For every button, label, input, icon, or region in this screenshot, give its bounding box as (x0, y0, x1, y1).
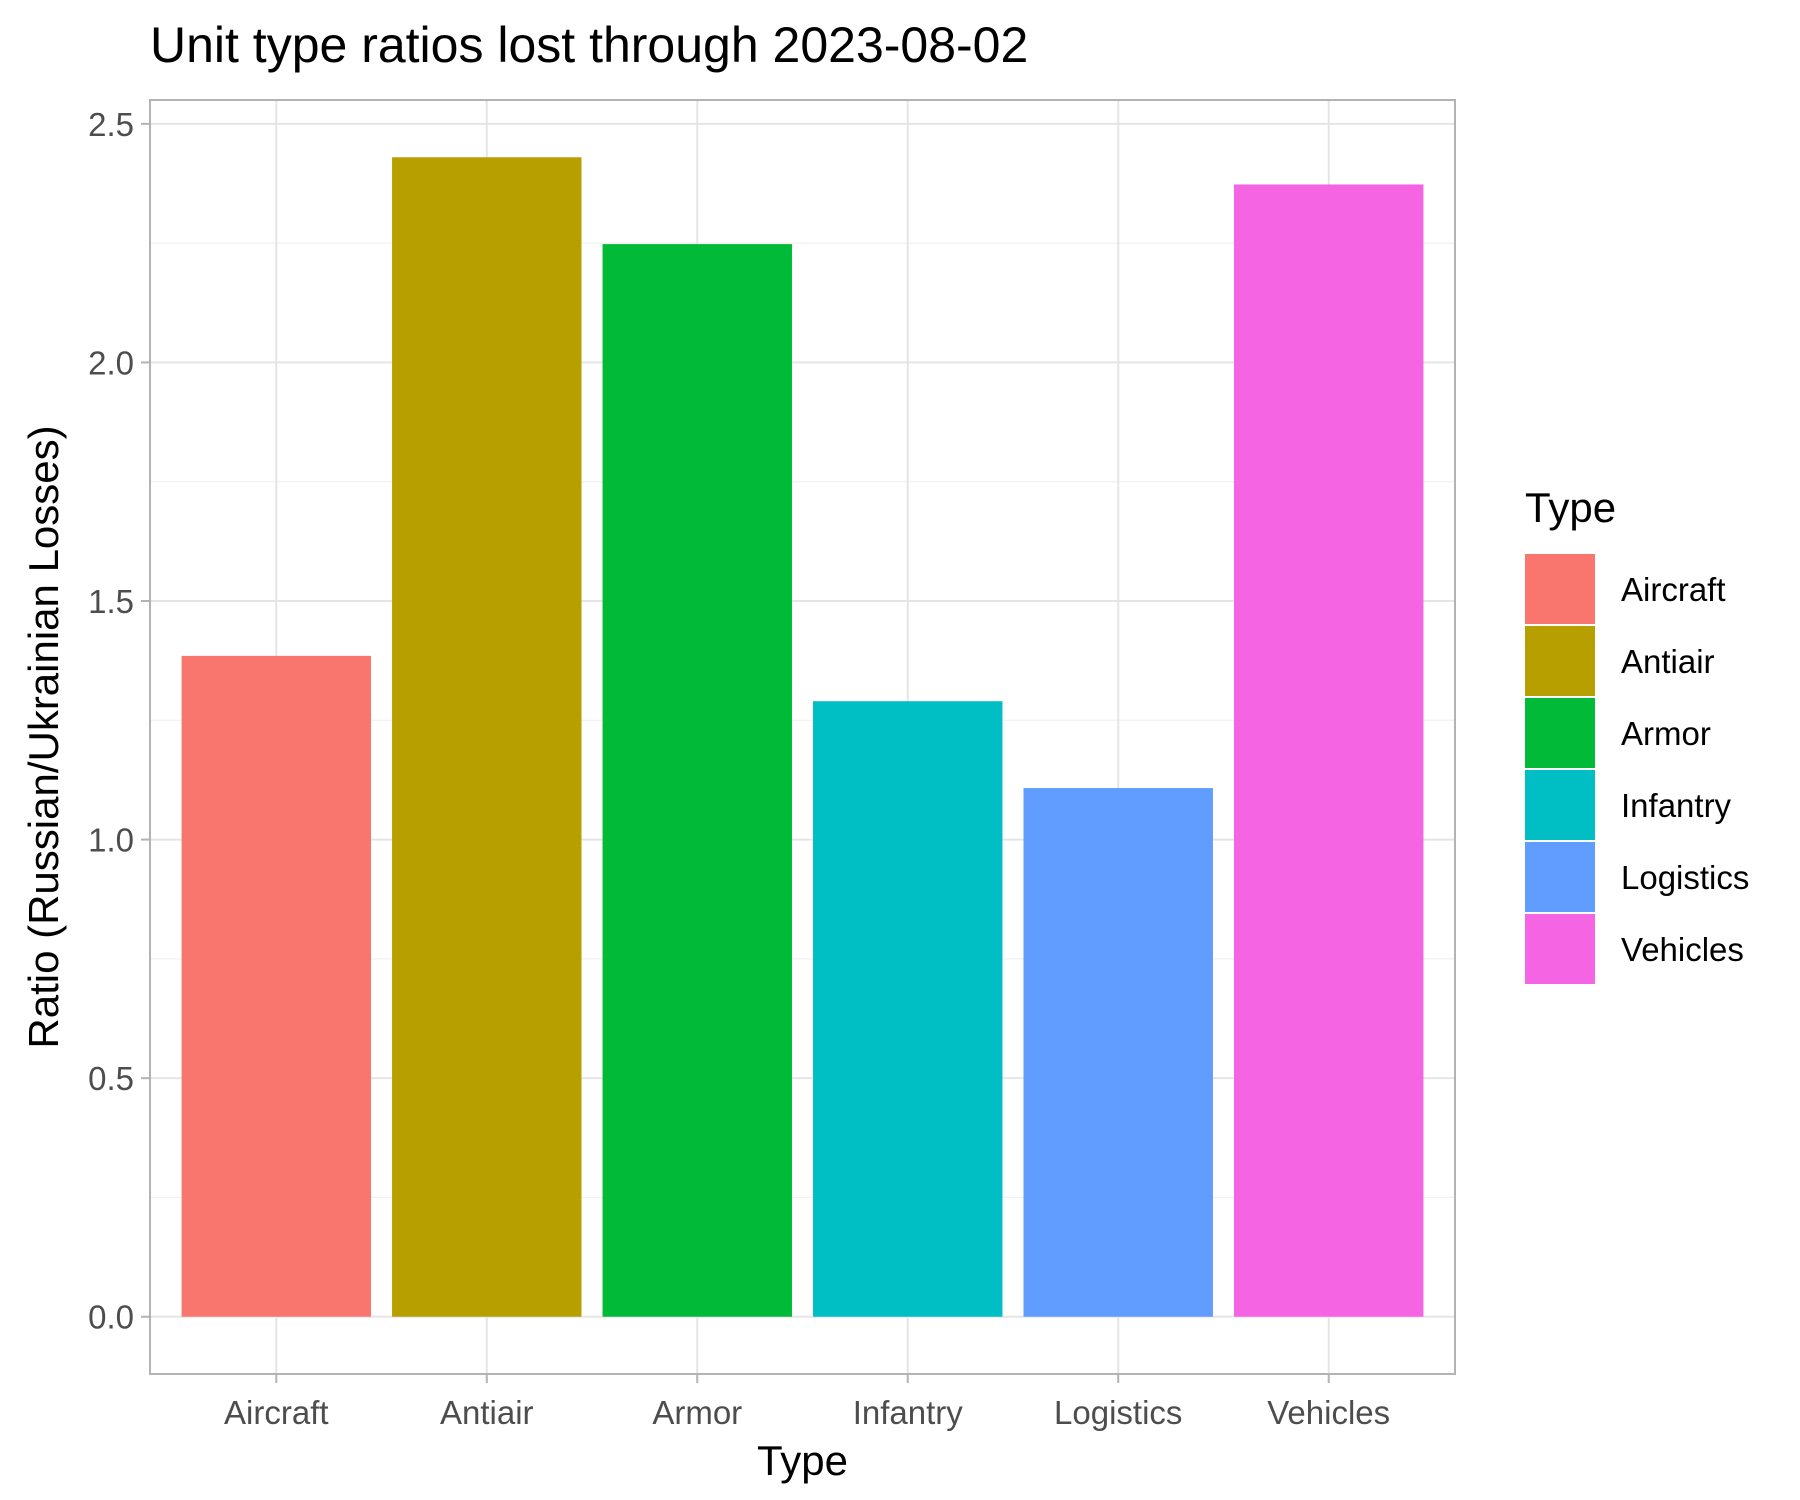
bar-aircraft (181, 655, 372, 1317)
y-axis: 0.0 0.5 1.0 1.5 2.0 2.5 (88, 106, 150, 1336)
legend-key-antiair (1525, 626, 1595, 696)
y-tick-label: 1.0 (88, 822, 134, 859)
legend-key-armor (1525, 698, 1595, 768)
legend-key-infantry (1525, 770, 1595, 840)
y-tick-label: 2.5 (88, 106, 134, 143)
bar-logistics (1023, 788, 1213, 1317)
y-tick-label: 2.0 (88, 344, 134, 381)
bar-vehicles (1233, 184, 1424, 1317)
chart-title: Unit type ratios lost through 2023-08-02 (150, 17, 1028, 73)
plot-panel-border (149, 99, 1456, 1375)
legend-label: Infantry (1621, 787, 1732, 824)
y-tick-label: 0.0 (88, 1299, 134, 1336)
legend-label: Antiair (1621, 643, 1715, 680)
legend-label: Armor (1621, 715, 1711, 752)
x-tick-label: Logistics (1054, 1394, 1182, 1431)
x-axis: Aircraft Antiair Armor Infantry Logistics Veh… (224, 1374, 1390, 1431)
legend-label: Logistics (1621, 859, 1749, 896)
x-tick-label: Aircraft (224, 1394, 329, 1431)
bars (181, 157, 1424, 1317)
y-tick-label: 0.5 (88, 1060, 134, 1097)
bar-antiair (392, 157, 582, 1317)
legend-key-vehicles (1525, 914, 1595, 984)
y-axis-title: Ratio (Russian/Ukrainian Losses) (20, 425, 67, 1048)
legend-key-aircraft (1525, 554, 1595, 624)
x-tick-label: Vehicles (1267, 1394, 1390, 1431)
y-tick-label: 1.5 (88, 583, 134, 620)
legend-title: Type (1525, 484, 1616, 531)
bar-armor (602, 244, 792, 1317)
x-tick-label: Antiair (440, 1394, 534, 1431)
legend-label: Vehicles (1621, 931, 1744, 968)
legend-key-logistics (1525, 842, 1595, 912)
x-axis-title: Type (757, 1437, 848, 1484)
legend: Type Aircraft Antiair Armor Infantry Logisti… (1525, 484, 1749, 984)
x-tick-label: Armor (652, 1394, 742, 1431)
legend-label: Aircraft (1621, 571, 1726, 608)
bar-infantry (813, 701, 1003, 1317)
x-tick-label: Infantry (853, 1394, 964, 1431)
